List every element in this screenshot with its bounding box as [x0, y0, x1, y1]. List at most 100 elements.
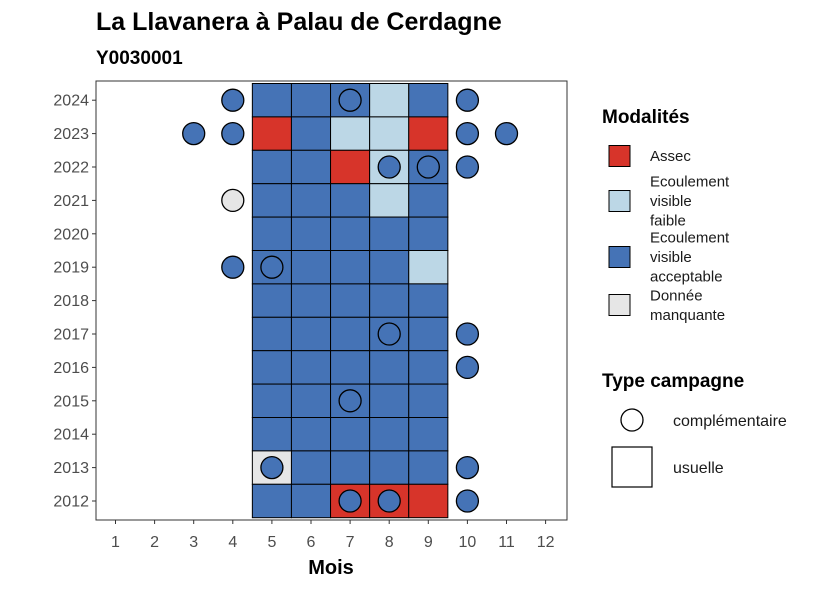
y-tick-label-2018: 2018	[53, 293, 89, 310]
x-tick-label-6: 6	[307, 534, 316, 551]
tile-2022-6	[290, 149, 332, 185]
x-tick-label-9: 9	[424, 534, 433, 551]
tile-2014-9	[408, 417, 449, 452]
tile-2022-5	[251, 149, 292, 185]
tile-2012-9	[408, 483, 449, 519]
tile-2017-9	[408, 316, 449, 352]
tile-2024-9	[408, 83, 449, 118]
point-2024-10	[455, 88, 480, 112]
tile-2012-6	[290, 483, 332, 519]
tile-2019-6	[290, 250, 332, 285]
tile-2017-7	[330, 316, 371, 352]
tile-2024-5	[251, 83, 292, 118]
legend-modalites: AssecEcoulementvisiblefaibleEcoulementvi…	[608, 145, 730, 324]
point-2021-4	[221, 188, 245, 213]
tile-2021-8	[369, 183, 410, 218]
legend-title-campagne: Type campagne	[602, 371, 744, 392]
tile-2021-9	[408, 183, 449, 218]
point-2024-4	[221, 88, 245, 112]
tile-2013-8	[369, 450, 410, 485]
y-tick-label-2014: 2014	[53, 427, 89, 444]
point-2023-10	[455, 121, 480, 146]
tile-2019-9	[408, 250, 449, 285]
tile-2019-8	[369, 250, 410, 285]
x-tick-label-1: 1	[111, 534, 120, 551]
y-tick-label-2021: 2021	[53, 193, 89, 210]
tile-2017-6	[290, 316, 332, 352]
tile-2014-6	[290, 417, 332, 452]
tile-2012-5	[251, 483, 292, 519]
tile-2018-9	[408, 283, 449, 318]
legend-key-assec	[608, 145, 631, 167]
point-2023-4	[221, 121, 245, 146]
tile-2017-5	[251, 316, 292, 352]
tile-2024-6	[290, 83, 332, 118]
plot-panel	[95, 80, 568, 521]
y-tick-label-2019: 2019	[53, 260, 89, 277]
point-2017-10	[455, 322, 480, 346]
tile-2016-7	[330, 350, 371, 385]
tile-2020-9	[408, 216, 449, 252]
x-tick-label-2: 2	[150, 534, 159, 551]
chart-title: La Llavanera à Palau de Cerdagne	[96, 8, 502, 36]
point-2022-8	[377, 155, 401, 179]
tile-2016-6	[290, 350, 332, 385]
point-2013-10	[455, 455, 480, 480]
tile-2023-7	[330, 116, 371, 151]
tile-2020-5	[251, 216, 292, 252]
x-tick-label-3: 3	[189, 534, 198, 551]
point-2022-9	[416, 155, 440, 179]
x-tick-label-4: 4	[228, 534, 237, 551]
point-2015-7	[338, 389, 362, 413]
legend-key-square	[611, 446, 653, 488]
tile-2018-5	[251, 283, 292, 318]
tile-2014-7	[330, 417, 371, 452]
tile-2020-7	[330, 216, 371, 252]
tile-2023-9	[408, 116, 449, 151]
y-axis: 2012 2013 2014 2015 2016 2017 2018 2019 2020 2021…	[53, 93, 96, 511]
tile-2021-7	[330, 183, 371, 218]
chart-subtitle: Y0030001	[96, 48, 183, 69]
tile-2018-6	[290, 283, 332, 318]
point-2023-3	[182, 121, 206, 146]
tile-2024-8	[369, 83, 410, 118]
x-axis-title: Mois	[308, 557, 354, 579]
legend-label-faible-0: Ecoulement	[650, 174, 730, 191]
y-tick-label-2016: 2016	[53, 360, 89, 377]
legend-label-assec-0: Assec	[650, 148, 691, 165]
legend-label-faible-2: faible	[650, 213, 686, 230]
x-tick-label-7: 7	[346, 534, 355, 551]
point-2017-8	[377, 322, 401, 346]
legend-campagne: complémentaire usuelle	[611, 408, 787, 488]
point-2012-7	[338, 489, 362, 513]
point-2019-5	[260, 255, 284, 279]
tile-2023-6	[290, 116, 332, 151]
tile-2016-5	[251, 350, 292, 385]
tile-2015-9	[408, 383, 449, 419]
tile-2015-8	[369, 383, 410, 419]
tile-2021-6	[290, 183, 332, 218]
tile-2013-7	[330, 450, 371, 485]
legend-label-acceptable-1: visible	[650, 249, 692, 266]
legend-key-circle	[620, 408, 644, 432]
legend-label-acceptable-2: acceptable	[650, 269, 723, 286]
x-tick-label-10: 10	[459, 534, 477, 551]
legend-key-acceptable	[608, 246, 631, 268]
x-tick-label-11: 11	[498, 534, 515, 551]
point-2016-10	[455, 355, 480, 380]
tile-2014-8	[369, 417, 410, 452]
y-tick-label-2015: 2015	[53, 393, 89, 410]
tile-2013-6	[290, 450, 332, 485]
point-2022-10	[455, 155, 480, 179]
tile-2019-7	[330, 250, 371, 285]
point-2023-11	[494, 121, 519, 146]
point-2012-8	[377, 489, 401, 513]
x-tick-label-8: 8	[385, 534, 394, 551]
point-2019-4	[221, 255, 245, 279]
tile-2013-9	[408, 450, 449, 485]
legend-key-faible	[608, 190, 631, 212]
tile-2020-6	[290, 216, 332, 252]
legend-label-faible-1: visible	[650, 193, 692, 210]
tile-2018-7	[330, 283, 371, 318]
